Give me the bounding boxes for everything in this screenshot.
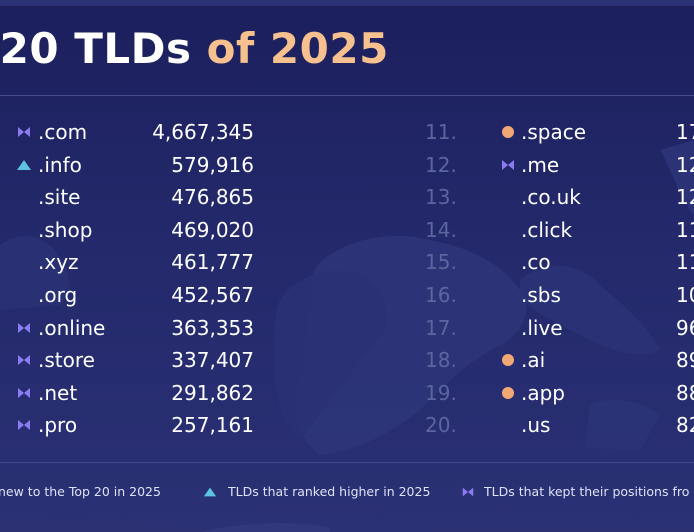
ranked-higher-icon (17, 159, 31, 170)
tld-row: 15. .co 112 (400, 246, 694, 279)
tld-row: .org 452,567 (0, 279, 300, 312)
kept-position-icon (18, 355, 30, 366)
tld-count: 88 (676, 380, 694, 405)
kept-position-icon (502, 159, 514, 170)
tld-count: 469,020 (171, 217, 254, 242)
rank-number: 12. (425, 152, 457, 177)
tld-row: 20. .us 82 (400, 409, 694, 442)
new-tld-icon (502, 386, 514, 399)
tld-count: 112 (676, 250, 694, 275)
tld-row: 11. .space 176 (400, 116, 694, 149)
title-year: of 2025 (206, 24, 389, 73)
tld-row: .xyz 461,777 (0, 246, 300, 279)
tld-name: .app (521, 380, 566, 405)
tld-count: 123 (676, 185, 694, 210)
left-ranking-column: .com 4,667,345 .info 579,916 .site 476,8… (0, 116, 300, 442)
title-divider (0, 95, 694, 96)
tld-count: 107 (676, 282, 694, 307)
tld-count: 476,865 (171, 185, 254, 210)
kept-position-icon (18, 387, 30, 398)
tld-count: 257,161 (171, 413, 254, 438)
legend-divider (0, 462, 694, 463)
tld-name: .co.uk (521, 185, 581, 210)
tld-name: .org (38, 282, 78, 307)
rank-number: 16. (425, 282, 457, 307)
rank-number: 17. (425, 315, 457, 340)
tld-name: .live (521, 315, 563, 340)
tld-row: .site 476,865 (0, 181, 300, 214)
tld-row: 14. .click 118 (400, 214, 694, 247)
right-ranking-column: 11. .space 176 12. .me 125 13. .co.uk 12… (400, 116, 694, 442)
tld-name: .us (521, 413, 551, 438)
tld-count: 176 (676, 120, 694, 144)
legend-kept-label: TLDs that kept their positions fro (484, 484, 690, 499)
tld-row: .pro 257,161 (0, 409, 300, 442)
tld-name: .sbs (521, 282, 561, 307)
tld-row: 18. .ai 89 (400, 344, 694, 377)
tld-row: 17. .live 96 (400, 312, 694, 345)
legend-higher-label: TLDs that ranked higher in 2025 (228, 484, 431, 499)
ranked-higher-icon (203, 487, 217, 497)
rank-number: 15. (425, 250, 457, 275)
tld-name: .pro (38, 413, 78, 438)
tld-name: .com (38, 120, 88, 144)
tld-row: .net 291,862 (0, 377, 300, 410)
legend: new to the Top 20 in 2025 TLDs that rank… (0, 480, 694, 504)
tld-name: .site (38, 185, 81, 210)
tld-count: 82 (676, 413, 694, 438)
tld-name: .co (521, 250, 551, 275)
tld-count: 291,862 (171, 380, 254, 405)
tld-row: .shop 469,020 (0, 214, 300, 247)
tld-name: .shop (38, 217, 93, 242)
rank-number: 19. (425, 380, 457, 405)
top-strip (0, 0, 694, 6)
rank-number: 13. (425, 185, 457, 210)
tld-row: .store 337,407 (0, 344, 300, 377)
tld-name: .ai (521, 348, 546, 373)
tld-count: 118 (676, 217, 694, 242)
tld-name: .me (521, 152, 560, 177)
new-tld-icon (502, 126, 514, 138)
tld-count: 363,353 (171, 315, 254, 340)
tld-name: .info (38, 152, 82, 177)
tld-row: .info 579,916 (0, 149, 300, 182)
new-tld-icon (502, 354, 514, 367)
rank-number: 18. (425, 348, 457, 373)
tld-count: 452,567 (171, 282, 254, 307)
tld-row: 12. .me 125 (400, 149, 694, 182)
tld-count: 579,916 (171, 152, 254, 177)
tld-row: 19. .app 88 (400, 377, 694, 410)
page-title: p 20 TLDs of 2025 (0, 22, 389, 76)
tld-row: .online 363,353 (0, 312, 300, 345)
legend-new-label: new to the Top 20 in 2025 (0, 484, 161, 499)
rank-number: 11. (425, 120, 457, 144)
tld-count: 96 (676, 315, 694, 340)
title-main: p 20 TLDs (0, 24, 192, 73)
rank-number: 14. (425, 217, 457, 242)
rank-number: 20. (425, 413, 457, 438)
kept-position-icon (18, 127, 30, 137)
footer-illustration (0, 519, 694, 532)
kept-position-icon (462, 487, 474, 497)
tld-name: .store (38, 348, 95, 373)
tld-name: .online (38, 315, 106, 340)
tld-name: .net (38, 380, 78, 405)
tld-row: 13. .co.uk 123 (400, 181, 694, 214)
tld-count: 4,667,345 (152, 120, 254, 144)
tld-count: 337,407 (171, 348, 254, 373)
tld-name: .xyz (38, 250, 79, 275)
tld-name: .space (521, 120, 587, 144)
tld-row: .com 4,667,345 (0, 116, 300, 149)
kept-position-icon (18, 322, 30, 333)
kept-position-icon (18, 420, 30, 431)
tld-count: 461,777 (171, 250, 254, 275)
tld-row: 16. .sbs 107 (400, 279, 694, 312)
tld-count: 125 (676, 152, 694, 177)
tld-name: .click (521, 217, 573, 242)
tld-count: 89 (676, 348, 694, 373)
